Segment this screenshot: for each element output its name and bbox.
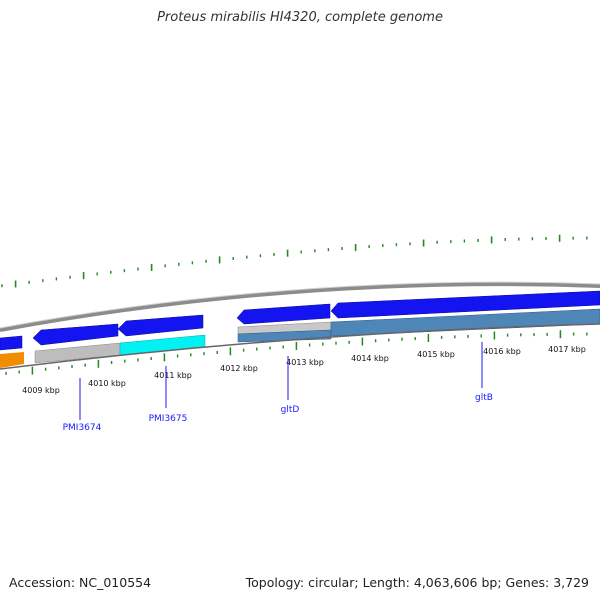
scale-label: 4011 kbp bbox=[154, 371, 192, 380]
gc-content-ticks bbox=[1, 234, 588, 288]
gene-label[interactable]: PMI3674 bbox=[63, 423, 102, 433]
accession-text: Accession: NC_010554 bbox=[9, 575, 152, 590]
steel-feature[interactable] bbox=[330, 308, 600, 337]
orange-feature[interactable] bbox=[0, 352, 24, 368]
cds-feature[interactable] bbox=[330, 290, 600, 319]
cds-track bbox=[0, 290, 600, 351]
gene-labels: PMI3674 PMI3675 gltD gltB bbox=[63, 342, 493, 433]
cds-feature[interactable] bbox=[236, 303, 331, 325]
map-title: Proteus mirabilis HI4320, complete genom… bbox=[157, 10, 443, 25]
scale-label: 4012 kbp bbox=[220, 364, 258, 373]
gene-label[interactable]: gltD bbox=[281, 405, 300, 415]
scale-label: 4014 kbp bbox=[351, 354, 389, 363]
backbone-arc-highlight bbox=[0, 281, 600, 329]
cyan-feature[interactable] bbox=[119, 334, 206, 356]
scale-label: 4017 kbp bbox=[548, 345, 586, 354]
genome-summary-text: Topology: circular; Length: 4,063,606 bp… bbox=[245, 575, 589, 590]
cds-feature[interactable] bbox=[32, 323, 119, 346]
scale-label: 4009 kbp bbox=[22, 386, 60, 395]
scale-label: 4016 kbp bbox=[483, 347, 521, 356]
cds-feature[interactable] bbox=[0, 335, 23, 351]
scale-ruler: 4009 kbp 4010 kbp 4011 kbp 4012 kbp 4013 kbp… bbox=[5, 330, 588, 395]
gene-label[interactable]: gltB bbox=[475, 393, 493, 403]
scale-label: 4015 kbp bbox=[417, 350, 455, 359]
cds-feature[interactable] bbox=[117, 314, 204, 337]
gene-label[interactable]: PMI3675 bbox=[149, 414, 188, 424]
backbone-arc bbox=[0, 282, 600, 332]
scale-label: 4010 kbp bbox=[88, 379, 126, 388]
feature-track bbox=[0, 308, 600, 370]
inner-backbone bbox=[0, 323, 600, 370]
scale-label: 4013 kbp bbox=[286, 358, 324, 367]
